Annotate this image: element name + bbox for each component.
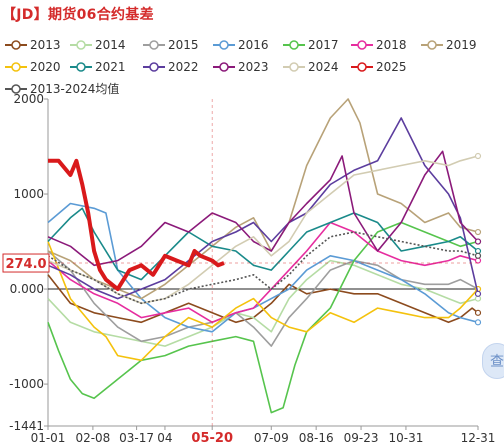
legend-item[interactable]: 2019 <box>420 38 490 52</box>
legend-item[interactable]: 2013 <box>4 38 74 52</box>
legend-label: 2013 <box>30 38 61 52</box>
legend-item[interactable]: 2025 <box>350 60 420 74</box>
series-line <box>47 150 479 267</box>
x-tick-label: 03-17 <box>119 431 154 445</box>
series-line <box>48 158 225 292</box>
y-tick-label: 0.000 <box>10 282 44 296</box>
x-tick-label: 01-01 <box>31 431 66 445</box>
legend-marker-icon <box>5 62 27 72</box>
series-end-point <box>474 228 482 236</box>
x-tick-label: 10-31 <box>389 431 424 445</box>
series-end-point <box>474 252 482 259</box>
legend-label: 2019 <box>446 38 477 52</box>
series-end-point <box>474 319 482 326</box>
x-tick-label: 09-23 <box>344 431 379 445</box>
series-line <box>47 231 479 305</box>
legend-item[interactable]: 2013-2024均值 <box>4 82 154 96</box>
legend-marker-icon <box>70 40 92 50</box>
series-line <box>47 202 479 333</box>
series-end-point <box>474 152 482 160</box>
legend-marker-icon <box>5 84 27 94</box>
series-line <box>47 155 479 305</box>
legend-label: 2014 <box>95 38 126 52</box>
x-tick-label: 08-16 <box>299 431 334 445</box>
legend: 2013 2014 2015 2016 2017 2018 2019 2020 2021 2022… <box>4 36 504 98</box>
legend-item[interactable]: 2023 <box>212 60 282 74</box>
legend-marker-icon <box>213 40 235 50</box>
series-line <box>47 241 479 362</box>
series-line <box>47 117 479 300</box>
legend-item[interactable]: 2014 <box>69 38 139 52</box>
x-tick-label: 04 <box>157 431 172 445</box>
legend-label: 2015 <box>168 38 199 52</box>
legend-marker-icon <box>351 62 373 72</box>
legend-marker-icon <box>213 62 235 72</box>
legend-label: 2022 <box>168 60 199 74</box>
legend-label: 2016 <box>238 38 269 52</box>
legend-label: 2020 <box>30 60 61 74</box>
legend-marker-icon <box>351 40 373 50</box>
legend-item[interactable]: 2015 <box>142 38 212 52</box>
legend-item[interactable]: 2016 <box>212 38 282 52</box>
series-end-point <box>474 309 482 316</box>
y-tick-label: -1441 <box>9 419 44 433</box>
series-line <box>47 221 479 324</box>
series-line <box>47 259 479 347</box>
legend-marker-icon <box>283 62 305 72</box>
legend-label: 2013-2024均值 <box>30 82 120 96</box>
series-line <box>47 250 479 347</box>
legend-item[interactable]: 2018 <box>350 38 420 52</box>
x-tick-label: 05-20 <box>191 431 233 446</box>
legend-item[interactable]: 2022 <box>142 60 212 74</box>
legend-label: 2025 <box>376 60 407 74</box>
legend-marker-icon <box>283 40 305 50</box>
chart-title: 【JD】期货06合约基差 <box>2 7 154 23</box>
series-line <box>47 221 479 414</box>
current-value-label: 274.0 <box>5 257 46 272</box>
x-tick-label: 02-08 <box>75 431 110 445</box>
legend-label: 2024 <box>308 60 339 74</box>
legend-label: 2023 <box>238 60 269 74</box>
scroll-handle-icon[interactable]: 查 <box>482 343 504 379</box>
legend-item[interactable]: 2020 <box>4 60 74 74</box>
legend-marker-icon <box>421 40 443 50</box>
legend-marker-icon <box>5 40 27 50</box>
legend-marker-icon <box>70 62 92 72</box>
x-tick-label: 12-31 <box>461 431 496 445</box>
series-line <box>47 207 479 281</box>
y-tick-label: 2000 <box>13 92 44 106</box>
legend-label: 2018 <box>376 38 407 52</box>
legend-item[interactable]: 2017 <box>282 38 352 52</box>
legend-item[interactable]: 2024 <box>282 60 352 74</box>
legend-label: 2017 <box>308 38 339 52</box>
legend-marker-icon <box>143 62 165 72</box>
x-tick-label: 07-09 <box>254 431 289 445</box>
y-tick-label: -1000 <box>9 377 44 391</box>
legend-item[interactable]: 2021 <box>69 60 139 74</box>
legend-label: 2021 <box>95 60 126 74</box>
series-end-point <box>474 238 482 245</box>
legend-marker-icon <box>143 40 165 50</box>
y-tick-label: 1000 <box>13 187 44 201</box>
series-end-point <box>474 290 482 297</box>
